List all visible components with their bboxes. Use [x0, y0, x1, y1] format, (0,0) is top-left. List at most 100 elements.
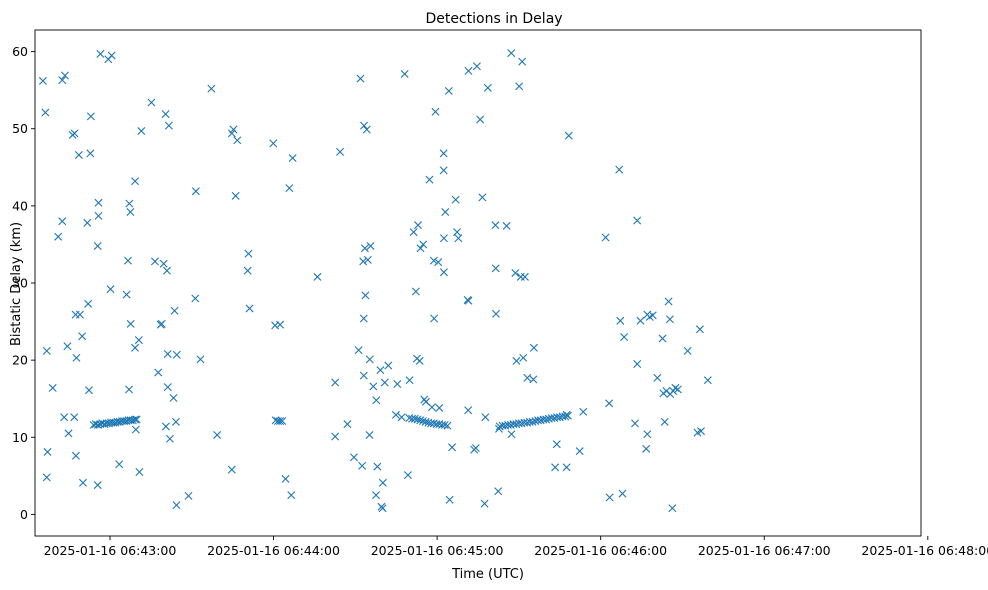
data-point	[445, 495, 454, 504]
data-point	[115, 460, 124, 469]
data-point	[123, 256, 132, 265]
data-point	[78, 332, 87, 341]
data-point	[515, 82, 524, 91]
data-point	[480, 499, 489, 508]
data-point	[131, 425, 140, 434]
data-point	[439, 234, 448, 243]
data-point	[365, 355, 374, 364]
data-point	[416, 244, 425, 253]
data-point	[444, 86, 453, 95]
x-tick-label: 2025-01-16 06:45:00	[371, 543, 504, 558]
data-point	[107, 51, 116, 60]
data-point	[74, 150, 83, 159]
x-tick-label: 2025-01-16 06:46:00	[534, 543, 667, 558]
data-point	[172, 350, 181, 359]
data-point	[122, 290, 131, 299]
data-point	[440, 420, 449, 429]
plot-area	[35, 30, 921, 536]
data-point	[631, 419, 640, 428]
data-point	[431, 107, 440, 116]
data-point	[491, 264, 500, 273]
data-point	[653, 373, 662, 382]
data-point	[494, 487, 503, 496]
data-point	[276, 320, 285, 329]
data-point	[620, 333, 629, 341]
data-point	[425, 175, 434, 184]
data-point	[170, 306, 179, 315]
data-point	[529, 343, 538, 352]
data-point	[453, 228, 461, 237]
data-point	[464, 66, 473, 75]
data-point	[451, 195, 460, 204]
data-point	[169, 393, 178, 402]
data-point	[413, 415, 422, 424]
data-point	[511, 268, 520, 277]
data-point	[403, 471, 412, 480]
data-point	[207, 84, 216, 93]
data-point	[658, 334, 667, 343]
data-point	[287, 491, 296, 500]
data-point	[615, 165, 624, 174]
y-tick-label: 50	[12, 121, 28, 136]
data-point	[471, 444, 480, 453]
data-point	[605, 399, 614, 408]
data-point	[365, 430, 374, 439]
data-point	[410, 414, 419, 423]
data-point	[213, 430, 222, 439]
data-point	[70, 129, 79, 138]
data-point	[616, 316, 625, 325]
data-point	[54, 232, 63, 241]
data-point	[281, 474, 290, 483]
data-point	[419, 240, 428, 249]
data-point	[518, 57, 527, 66]
data-point	[483, 83, 492, 92]
data-point	[448, 443, 457, 452]
data-point	[472, 62, 481, 71]
data-point	[665, 315, 674, 324]
data-point	[137, 127, 146, 136]
data-point	[415, 356, 424, 365]
data-point	[411, 287, 420, 296]
data-point	[366, 241, 375, 250]
data-point	[439, 268, 448, 277]
data-point	[157, 319, 166, 328]
data-point	[229, 125, 238, 134]
data-point	[361, 291, 370, 300]
data-point	[244, 249, 253, 258]
chart-title: Detections in Delay	[425, 11, 562, 27]
data-point	[664, 297, 673, 306]
data-point	[126, 208, 135, 217]
data-point	[233, 136, 242, 145]
data-point	[427, 403, 436, 412]
data-point	[391, 410, 400, 419]
data-point	[476, 115, 485, 124]
data-point	[93, 241, 102, 250]
data-point	[356, 74, 365, 83]
data-point	[231, 191, 240, 200]
data-point	[84, 386, 93, 395]
data-point	[93, 481, 102, 490]
data-point	[41, 108, 50, 117]
data-point	[64, 429, 73, 438]
data-point	[161, 422, 170, 431]
data-point	[380, 378, 389, 387]
data-point	[42, 473, 51, 482]
data-point	[478, 193, 487, 202]
data-point	[481, 413, 490, 422]
y-axis-label: Bistatic Delay (km)	[9, 222, 24, 346]
data-point	[269, 139, 278, 148]
data-point	[575, 447, 584, 456]
data-point	[359, 257, 368, 266]
data-point	[150, 257, 159, 266]
data-point	[618, 489, 627, 498]
data-point	[393, 380, 402, 389]
data-point	[191, 294, 200, 303]
data-point	[106, 285, 115, 294]
y-tick-label: 40	[12, 198, 28, 213]
data-point	[132, 415, 141, 424]
data-point	[601, 233, 610, 242]
data-point	[196, 355, 205, 364]
data-point	[243, 266, 252, 275]
data-point	[668, 504, 677, 513]
